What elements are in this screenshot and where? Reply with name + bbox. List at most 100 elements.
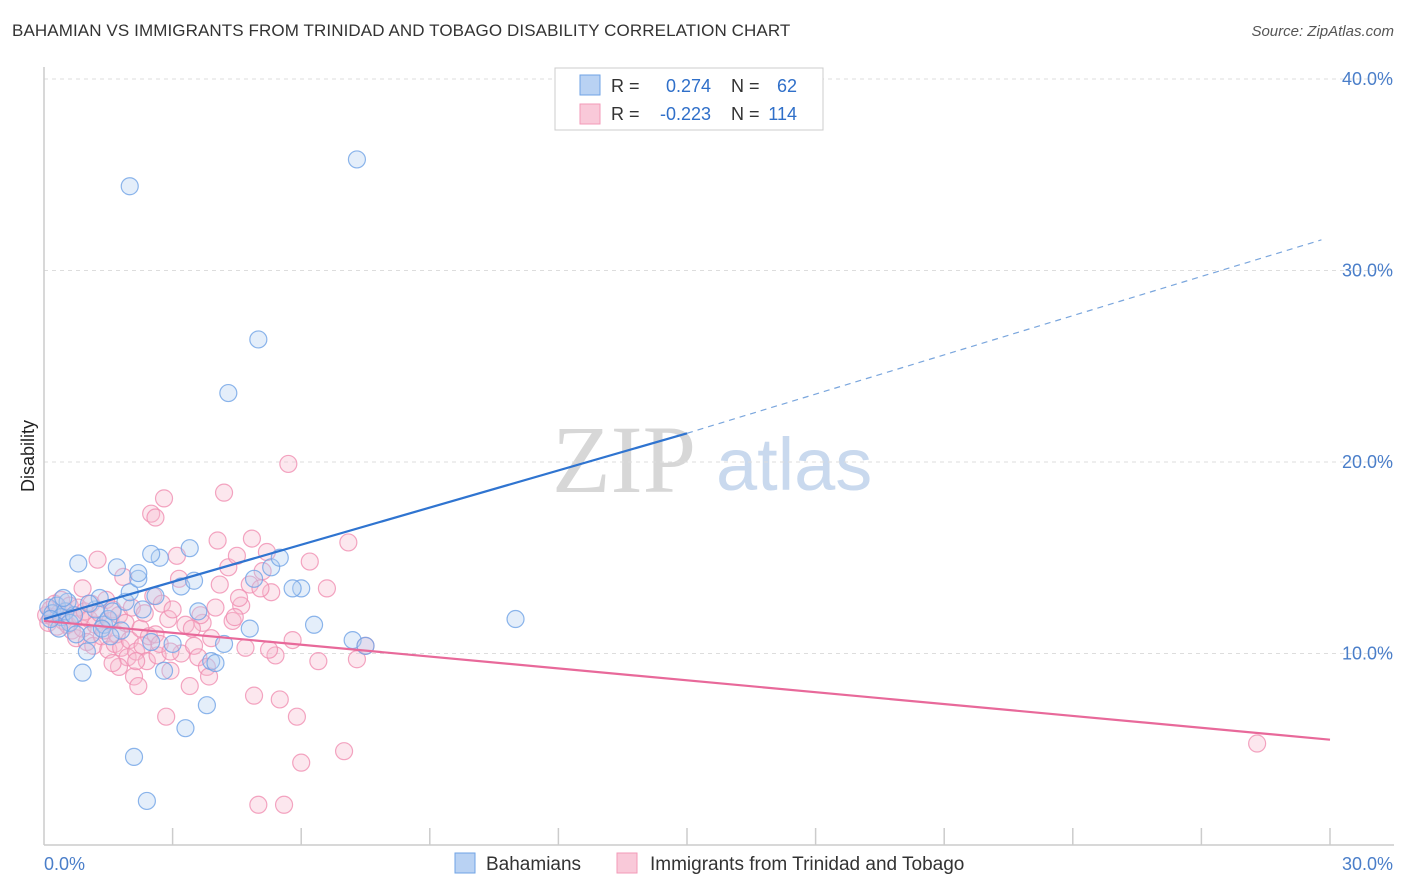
bahamians-trendline	[43, 432, 688, 621]
trinidad-point	[274, 795, 294, 814]
trinidad-point	[182, 619, 201, 638]
blue-series-points	[39, 150, 525, 811]
trinidad-point	[262, 583, 281, 602]
bahamian-point	[69, 554, 88, 573]
trinidad-point	[229, 588, 249, 608]
trinidad-point	[225, 608, 244, 627]
bahamian-point	[197, 696, 216, 715]
trinidad-legend-swatch	[616, 852, 638, 874]
bahamian-point	[73, 663, 92, 682]
bahamians-trendline-extension	[686, 239, 1322, 434]
pink-n-value: 114	[768, 104, 797, 124]
bahamian-point	[163, 634, 182, 654]
trinidad-point	[163, 600, 182, 619]
bahamian-point	[506, 609, 525, 629]
bahamian-point	[129, 569, 148, 588]
trinidad-point	[242, 529, 262, 548]
bahamians-legend-label: Bahamians	[486, 854, 581, 875]
bahamian-point	[142, 544, 161, 564]
trinidad-point	[339, 533, 358, 552]
trinidad-point	[159, 609, 178, 629]
blue-n-label: N =	[731, 76, 760, 96]
trinidad-point	[259, 640, 279, 659]
source-label: Source: ZipAtlas.com	[1251, 23, 1394, 40]
trinidad-point	[249, 795, 268, 814]
bahamian-point	[249, 330, 268, 349]
y-tick-label: 10.0%	[1342, 644, 1393, 664]
trinidad-point	[127, 652, 146, 671]
trinidad-point	[146, 508, 165, 527]
blue-r-value: 0.274	[666, 76, 711, 96]
bahamian-point	[67, 625, 86, 644]
bahamian-point	[142, 632, 161, 652]
trinidad-point	[309, 652, 328, 671]
trinidad-point	[114, 567, 133, 587]
trinidad-point	[244, 686, 264, 705]
trinidad-point	[236, 638, 255, 657]
bahamian-point	[146, 586, 165, 606]
bahamian-point	[214, 634, 234, 654]
bahamian-point	[189, 602, 208, 621]
trinidad-point	[1248, 734, 1267, 753]
bahamian-point	[112, 621, 131, 640]
trinidad-point	[103, 653, 122, 673]
x-ticks	[171, 828, 1331, 845]
bahamian-point	[124, 747, 144, 767]
pink-legend-swatch	[579, 103, 601, 125]
trinidad-point	[287, 707, 307, 726]
trinidad-point	[137, 652, 156, 671]
trinidad-point	[73, 579, 92, 598]
pink-n-label: N =	[731, 104, 760, 124]
bahamian-point	[347, 150, 367, 169]
bahamian-point	[180, 539, 199, 558]
bahamian-point	[129, 563, 148, 583]
bahamian-point	[283, 579, 302, 598]
pink-r-label: R =	[611, 104, 640, 124]
blue-legend-swatch	[579, 74, 601, 96]
pink-r-value: -0.223	[660, 104, 711, 124]
trinidad-point	[161, 661, 180, 680]
bahamian-point	[120, 177, 139, 196]
trinidad-point	[129, 676, 148, 696]
watermark-zip: ZIP	[552, 406, 696, 513]
trinidad-point	[251, 579, 270, 598]
trinidad-point	[210, 575, 229, 594]
bahamian-point	[107, 558, 126, 577]
x-tick-label-min: 0.0%	[44, 854, 85, 874]
series-legend: Bahamians Immigrants from Trinidad and T…	[454, 852, 964, 875]
bahamian-point	[219, 383, 238, 403]
y-axis-label: Disability	[18, 420, 38, 492]
trinidad-point	[154, 489, 174, 508]
trinidad-point	[157, 707, 176, 726]
trinidad-point	[270, 690, 289, 709]
trendlines	[43, 239, 1331, 741]
bahamian-point	[77, 642, 96, 661]
trinidad-point	[208, 531, 227, 550]
trinidad-point	[300, 552, 319, 571]
chart-title: BAHAMIAN VS IMMIGRANTS FROM TRINIDAD AND…	[12, 21, 791, 40]
trinidad-point	[283, 630, 302, 650]
trinidad-point	[292, 753, 311, 772]
bahamians-legend-swatch	[454, 852, 476, 874]
trinidad-legend-label: Immigrants from Trinidad and Tobago	[650, 854, 964, 875]
gridlines	[44, 78, 1394, 654]
bahamian-point	[244, 569, 264, 588]
bahamian-point	[54, 588, 73, 608]
y-tick-labels: 10.0% 20.0% 30.0% 40.0%	[1342, 69, 1393, 664]
bahamian-point	[154, 661, 174, 680]
y-tick-label: 40.0%	[1342, 69, 1393, 89]
trinidad-point	[124, 667, 144, 686]
trinidad-point	[334, 742, 354, 761]
bahamian-point	[304, 615, 324, 634]
bahamian-point	[137, 791, 156, 811]
bahamian-point	[41, 609, 60, 629]
trinidad-point	[279, 454, 298, 474]
bahamian-point	[206, 653, 225, 673]
bahamian-point	[176, 719, 195, 738]
trinidad-point	[67, 629, 86, 648]
axes	[43, 67, 1394, 846]
bahamian-point	[150, 548, 169, 567]
y-tick-label: 20.0%	[1342, 452, 1393, 472]
watermark-atlas: atlas	[716, 423, 872, 506]
